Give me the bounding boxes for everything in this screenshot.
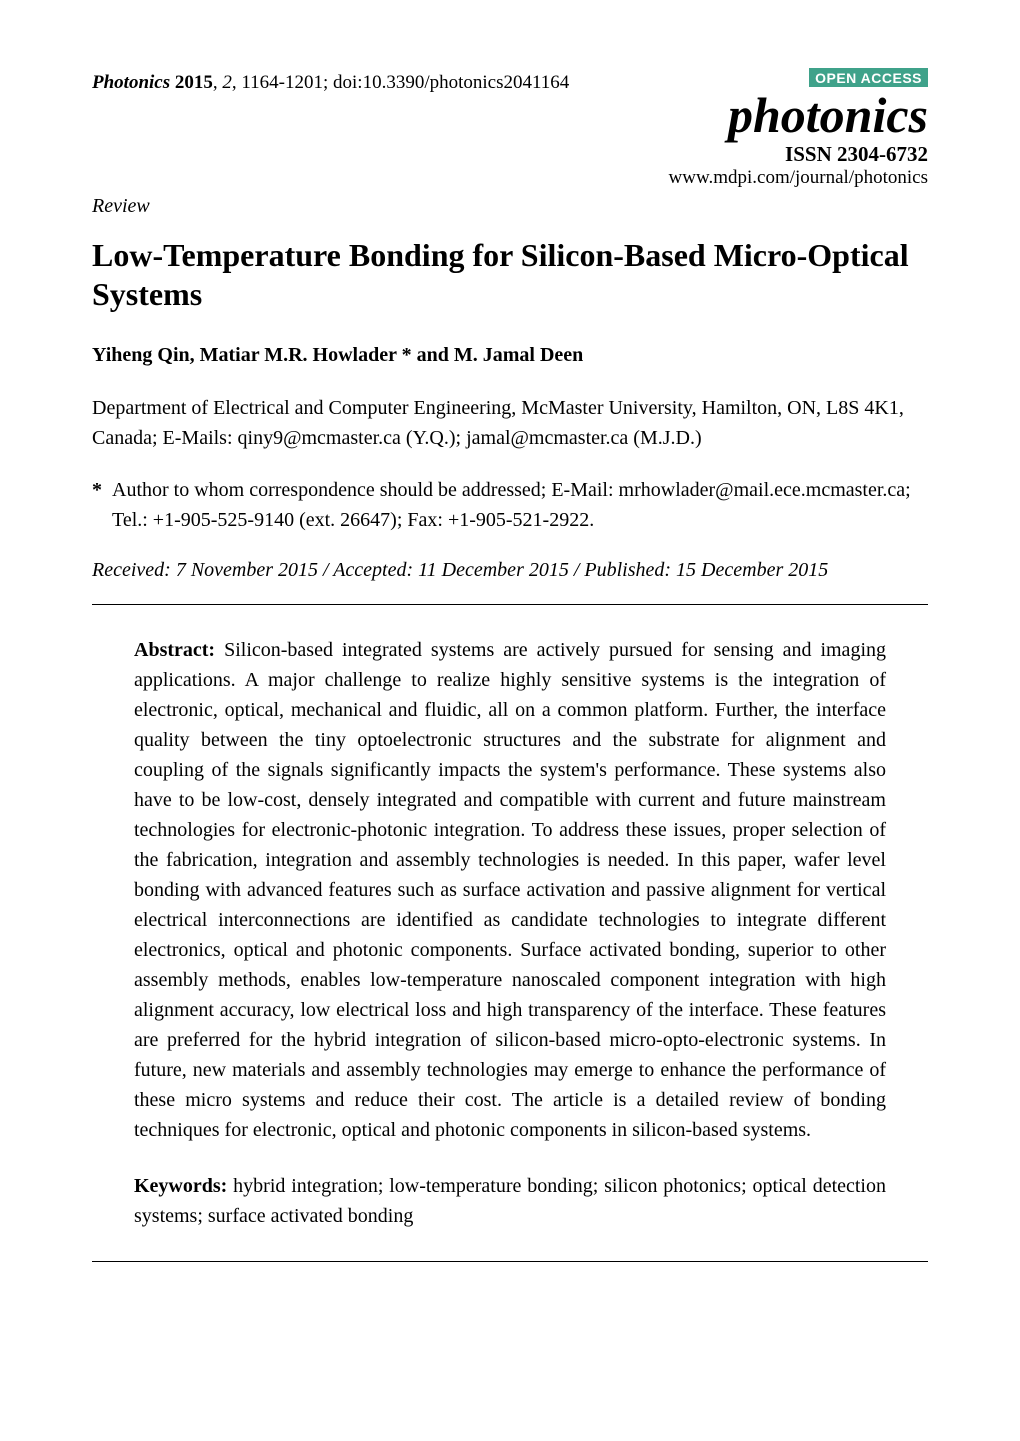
- citation: Photonics 2015, 2, 1164-1201; doi:10.339…: [92, 72, 569, 94]
- citation-journal: Photonics: [92, 72, 170, 93]
- article-title: Low-Temperature Bonding for Silicon-Base…: [92, 236, 928, 314]
- divider-bottom: [92, 1261, 928, 1262]
- open-access-badge: OPEN ACCESS: [809, 68, 928, 87]
- correspondence-text: Author to whom correspondence should be …: [112, 475, 928, 535]
- brand-block: OPEN ACCESS photonics ISSN 2304-6732 www…: [669, 68, 928, 189]
- journal-brand-name: photonics: [669, 90, 928, 140]
- correspondence-marker: *: [92, 475, 112, 535]
- keywords-block: Keywords: hybrid integration; low-temper…: [134, 1171, 886, 1231]
- abstract-label: Abstract:: [134, 639, 215, 661]
- citation-pages-doi: , 1164-1201; doi:10.3390/photonics204116…: [232, 72, 569, 93]
- divider-top: [92, 604, 928, 605]
- issn-label: ISSN 2304-6732: [669, 142, 928, 167]
- abstract-block: Abstract: Silicon-based integrated syste…: [134, 635, 886, 1145]
- abstract-text: Silicon-based integrated systems are act…: [134, 639, 886, 1141]
- affiliation: Department of Electrical and Computer En…: [92, 393, 928, 453]
- authors-line: Yiheng Qin, Matiar M.R. Howlader * and M…: [92, 344, 928, 367]
- citation-year: 2015: [175, 72, 213, 93]
- keywords-label: Keywords:: [134, 1175, 227, 1197]
- journal-url: www.mdpi.com/journal/photonics: [669, 167, 928, 189]
- header-row: Photonics 2015, 2, 1164-1201; doi:10.339…: [92, 72, 928, 189]
- publication-dates: Received: 7 November 2015 / Accepted: 11…: [92, 559, 928, 582]
- article-type: Review: [92, 195, 928, 218]
- keywords-text: hybrid integration; low-temperature bond…: [134, 1175, 886, 1227]
- correspondence: * Author to whom correspondence should b…: [92, 475, 928, 535]
- citation-volume: 2: [222, 72, 232, 93]
